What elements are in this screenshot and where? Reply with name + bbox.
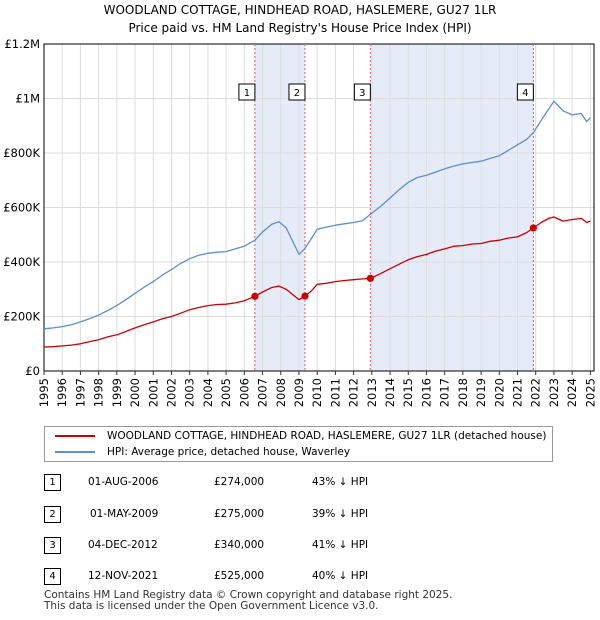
legend: WOODLAND COTTAGE, HINDHEAD ROAD, HASLEME… — [44, 426, 553, 462]
y-tick-label: £0 — [25, 364, 40, 378]
x-tick-label: 2013 — [365, 378, 379, 407]
x-tick-label: 2006 — [237, 378, 251, 407]
sale-number-label: 4 — [522, 88, 528, 99]
transaction-price: £340,000 — [214, 539, 265, 551]
sale-number-label: 1 — [244, 88, 250, 99]
x-tick-label: 1995 — [37, 378, 51, 407]
sale-number-box — [288, 83, 306, 101]
x-tick-label: 2017 — [438, 378, 452, 407]
transaction-price: £274,000 — [214, 476, 265, 488]
footer-license: This data is licensed under the Open Gov… — [44, 600, 379, 612]
sale-number-label: 3 — [359, 88, 365, 99]
transaction-number: 2 — [44, 506, 61, 523]
sale-point — [529, 224, 537, 232]
transaction-hpi: 41% ↓ HPI — [312, 539, 369, 551]
transaction-date: 01-MAY-2009 — [90, 508, 159, 520]
hpi-line — [43, 100, 591, 330]
transaction-price: £275,000 — [214, 508, 265, 520]
x-tick-label: 2012 — [347, 378, 361, 407]
chart-title-line2: Price paid vs. HM Land Registry's House … — [128, 21, 471, 35]
x-tick-label: 2020 — [492, 378, 506, 407]
x-tick-label: 2011 — [328, 378, 342, 407]
x-tick-label: 2009 — [292, 378, 306, 407]
footer-copyright: Contains HM Land Registry data © Crown c… — [44, 589, 453, 601]
sale-points — [251, 224, 537, 300]
y-tick-label: £600K — [3, 201, 40, 215]
x-tick-label: 2007 — [256, 378, 270, 407]
sale-number-label: 2 — [294, 88, 300, 99]
table-row: 4 12-NOV-2021 £525,000 40% ↓ HPI — [44, 568, 464, 586]
x-tick-label: 2001 — [146, 378, 160, 407]
property-price-line — [43, 216, 591, 348]
x-tick-label: 2002 — [164, 378, 178, 407]
property-line-swatch — [55, 435, 95, 437]
chart-title-line1: WOODLAND COTTAGE, HINDHEAD ROAD, HASLEME… — [104, 3, 497, 17]
x-tick-label: 2015 — [401, 378, 415, 407]
series-lines — [43, 100, 591, 348]
table-row: 2 01-MAY-2009 £275,000 39% ↓ HPI — [44, 506, 464, 524]
x-tick-label: 2021 — [511, 378, 525, 407]
x-tick-label: 2024 — [565, 378, 579, 407]
grid-lines — [43, 43, 595, 372]
sale-point — [301, 292, 309, 300]
y-axis-ticks: £0 £200K £400K £600K £800K £1M £1.2M — [3, 37, 40, 378]
x-tick-label: 2005 — [219, 378, 233, 407]
transaction-hpi: 40% ↓ HPI — [312, 570, 369, 582]
y-tick-label: £800K — [3, 146, 40, 160]
transaction-hpi: 39% ↓ HPI — [312, 508, 369, 520]
transaction-date: 04-DEC-2012 — [88, 539, 158, 551]
transaction-number: 1 — [44, 474, 61, 491]
x-tick-label: 2014 — [383, 378, 397, 407]
x-tick-label: 2003 — [183, 378, 197, 407]
price-chart: WOODLAND COTTAGE, HINDHEAD ROAD, HASLEME… — [3, 3, 597, 407]
x-tick-label: 2023 — [547, 378, 561, 407]
sale-point — [366, 274, 374, 282]
sale-point — [251, 292, 259, 300]
legend-hpi-label: HPI: Average price, detached house, Wave… — [107, 446, 351, 458]
y-tick-label: £400K — [3, 255, 40, 269]
transaction-price: £525,000 — [214, 570, 265, 582]
plot-frame — [43, 43, 595, 372]
transaction-number: 3 — [44, 537, 61, 554]
sale-number-box — [238, 83, 256, 101]
footer: Contains HM Land Registry data © Crown c… — [44, 590, 452, 612]
x-tick-label: 2019 — [474, 378, 488, 407]
transaction-date: 01-AUG-2006 — [88, 476, 159, 488]
sale-number-boxes: 1 2 3 4 — [238, 83, 534, 101]
x-tick-label: 2018 — [456, 378, 470, 407]
legend-property-label: WOODLAND COTTAGE, HINDHEAD ROAD, HASLEME… — [107, 430, 547, 442]
y-tick-label: £1.2M — [4, 37, 40, 51]
x-tick-label: 1999 — [110, 378, 124, 407]
x-tick-label: 1998 — [92, 378, 106, 407]
transaction-number: 4 — [44, 568, 61, 585]
table-row: 1 01-AUG-2006 £274,000 43% ↓ HPI — [44, 474, 464, 492]
legend-item-hpi: HPI: Average price, detached house, Wave… — [45, 444, 350, 460]
x-tick-label: 1997 — [73, 378, 87, 407]
x-tick-label: 2000 — [128, 378, 142, 407]
x-tick-label: 2022 — [529, 378, 543, 407]
x-tick-label: 2004 — [201, 378, 215, 407]
y-tick-label: £200K — [3, 310, 40, 324]
x-tick-label: 2008 — [274, 378, 288, 407]
x-axis-ticks: 1995 1996 1997 1998 1999 2000 2001 2002 2003 2004… — [37, 371, 597, 407]
hpi-line-swatch — [55, 451, 95, 453]
legend-item-property: WOODLAND COTTAGE, HINDHEAD ROAD, HASLEME… — [45, 428, 546, 444]
sale-number-box — [353, 83, 371, 101]
transaction-hpi: 43% ↓ HPI — [312, 476, 369, 488]
y-tick-label: £1M — [15, 92, 40, 106]
x-tick-label: 2010 — [310, 378, 324, 407]
x-tick-label: 2025 — [583, 378, 597, 407]
table-row: 3 04-DEC-2012 £340,000 41% ↓ HPI — [44, 537, 464, 555]
transaction-date: 12-NOV-2021 — [88, 570, 159, 582]
sale-marker-lines — [254, 44, 534, 371]
x-tick-label: 1996 — [55, 378, 69, 407]
sale-number-box — [516, 83, 534, 101]
x-tick-label: 2016 — [419, 378, 433, 407]
